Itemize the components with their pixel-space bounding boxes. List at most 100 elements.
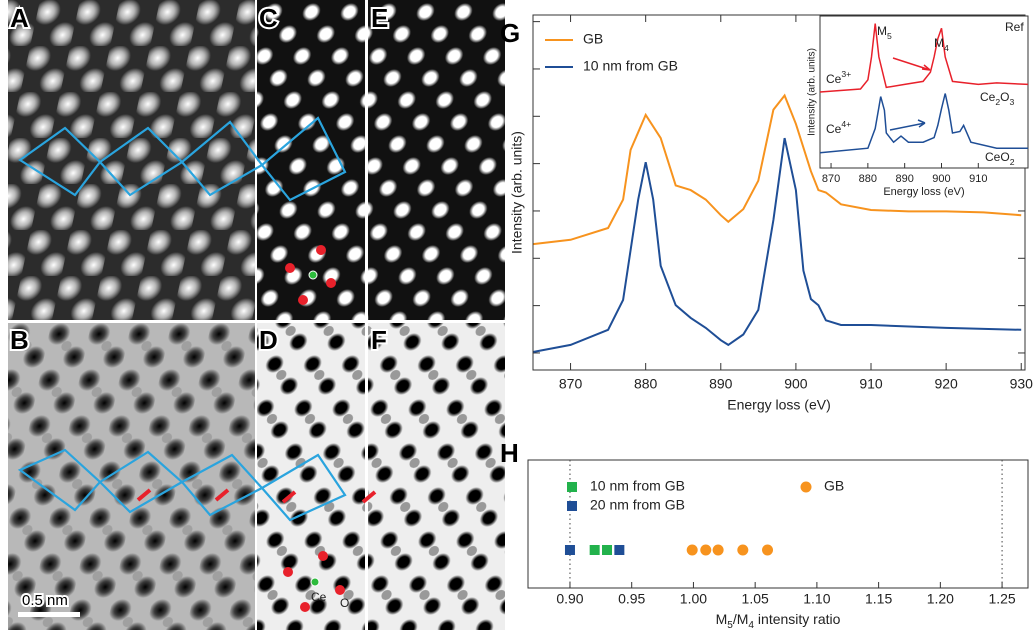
o-site (298, 295, 308, 305)
inset-annotation-part: Ce (826, 72, 842, 86)
unit-cells-bottom (17, 448, 347, 522)
x-axis-label-part: 4 (748, 620, 754, 630)
legend-swatch (800, 481, 812, 493)
panel-label: H (500, 438, 519, 468)
x-tick-label: 0.90 (556, 591, 583, 607)
arrow (361, 490, 377, 504)
inset-arrow (889, 119, 926, 131)
ce-site (308, 270, 318, 280)
inset-annotation-part: 2 (995, 97, 1000, 107)
inset-annotation-part: Ce (980, 90, 996, 104)
data-point (700, 544, 712, 556)
atom-markers (283, 245, 345, 612)
panel-label: E (371, 3, 388, 33)
legend-label: 20 nm from GB (590, 497, 685, 513)
ce-label: Ce (311, 590, 327, 604)
data-point (602, 545, 613, 555)
inset-annotation: Ce3+ (826, 69, 851, 86)
inset-annotation-part: 3 (1009, 97, 1014, 107)
inset-annotation-part: Ce (826, 122, 842, 136)
data-point (762, 544, 774, 556)
plot-frame (527, 459, 1029, 589)
inset-annotation-part: 4+ (841, 119, 851, 129)
x-tick-label: 1.25 (988, 591, 1015, 607)
arrows (136, 488, 377, 504)
unit-cells (17, 116, 347, 522)
micrograph-c-lattice (257, 0, 365, 320)
inset-annotation: Ref (1005, 20, 1024, 34)
inset-annotation-part: 3+ (841, 69, 851, 79)
legend-label: 10 nm from GB (590, 478, 685, 494)
series-line (819, 93, 1028, 154)
scale-bar (18, 612, 80, 617)
x-tick-label: 890 (895, 173, 913, 185)
o-site (316, 245, 326, 255)
inset-annotation-part: 5 (887, 31, 892, 41)
x-tick-label: 0.95 (618, 591, 645, 607)
data-point (564, 545, 575, 555)
panel-label: F (371, 325, 387, 355)
x-axis-label: Energy loss (eV) (883, 186, 964, 198)
x-tick-label: 930 (1010, 376, 1034, 392)
x-tick-label: 900 (932, 173, 950, 185)
x-tick-label: 1.00 (680, 591, 707, 607)
scale-bar-label: 0.5 nm (22, 592, 68, 609)
legend-label: GB (824, 478, 844, 494)
series-line (819, 23, 1029, 93)
panel-label: C (259, 3, 278, 33)
unit-cells-top (18, 116, 347, 202)
x-tick-label: 880 (634, 376, 658, 392)
y-axis-label: Intensity (arb. units) (509, 131, 525, 254)
data-point (737, 544, 749, 556)
x-tick-label: 910 (859, 376, 883, 392)
x-tick-label: 900 (784, 376, 808, 392)
micrograph-b-lattice (8, 323, 255, 630)
panel-label: B (10, 325, 29, 355)
panel-label: G (500, 18, 520, 48)
data-point (686, 544, 698, 556)
data-point (614, 545, 625, 555)
inset-annotation-part: M (934, 36, 944, 50)
x-tick-label: 880 (859, 173, 877, 185)
arrow (136, 488, 152, 502)
legend-swatch (567, 482, 577, 492)
panel-label: A (10, 3, 29, 33)
inset-annotation: Ce4+ (826, 119, 851, 136)
x-tick-label: 910 (969, 173, 987, 185)
legend-label: 10 nm from GB (583, 58, 678, 74)
inset-annotation-part: 4 (944, 43, 949, 53)
o-label: O (340, 596, 349, 610)
inset-annotation-part: CeO (985, 150, 1010, 164)
o-site (318, 551, 328, 561)
x-axis-label: Energy loss (eV) (727, 397, 830, 413)
inset-annotation-part: O (1000, 90, 1009, 104)
o-site (283, 567, 293, 577)
o-site (300, 602, 310, 612)
arrow (214, 488, 230, 502)
micrographs: Ce O 0.5 nm A B C D E F (8, 0, 505, 630)
data-point (589, 545, 600, 555)
x-tick-label: 1.05 (742, 591, 769, 607)
x-axis-label-part: M (716, 611, 728, 627)
x-tick-label: 920 (934, 376, 958, 392)
x-axis-label: M5/M4 intensity ratio (716, 611, 841, 630)
x-axis-label-part: intensity ratio (754, 611, 841, 627)
series-line (532, 93, 1022, 246)
inset-annotation: Ce2O3 (980, 90, 1014, 107)
x-axis-label-part: /M (733, 611, 749, 627)
micrograph-e-lattice (368, 0, 505, 320)
micrograph-d-lattice (257, 323, 365, 630)
charts: G 870 880 890 900 910 920 930 Energy loss (eV) In… (500, 14, 1034, 630)
plot-frame (532, 14, 1026, 371)
data-point (712, 544, 724, 556)
x-tick-label: 1.10 (803, 591, 830, 607)
micrograph-f-lattice (368, 323, 505, 630)
inset-annotation: M4 (934, 36, 949, 53)
x-axis-label-part: 5 (727, 620, 733, 630)
x-tick-label: 1.20 (927, 591, 954, 607)
inset-annotation-part: M (877, 24, 887, 38)
inset-annotation: CeO2 (985, 150, 1015, 167)
ce-site (310, 577, 320, 587)
x-tick-label: 1.15 (865, 591, 892, 607)
